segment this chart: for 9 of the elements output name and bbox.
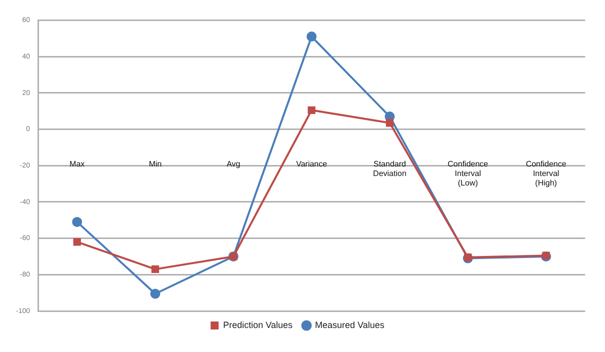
x-tick-label: Confidence Interval (Low) [448, 159, 489, 188]
x-tick-label: Standard Deviation [373, 159, 406, 178]
x-tick-label: Min [148, 159, 162, 168]
legend-label: Prediction Values [223, 320, 293, 330]
x-tick-label: Variance [296, 159, 328, 168]
legend-label: Measured Values [315, 320, 385, 330]
x-tick-label: Confidence Interval (High) [526, 159, 567, 188]
x-tick-label: Avg [226, 159, 240, 168]
x-tick-label: Max [70, 159, 85, 168]
